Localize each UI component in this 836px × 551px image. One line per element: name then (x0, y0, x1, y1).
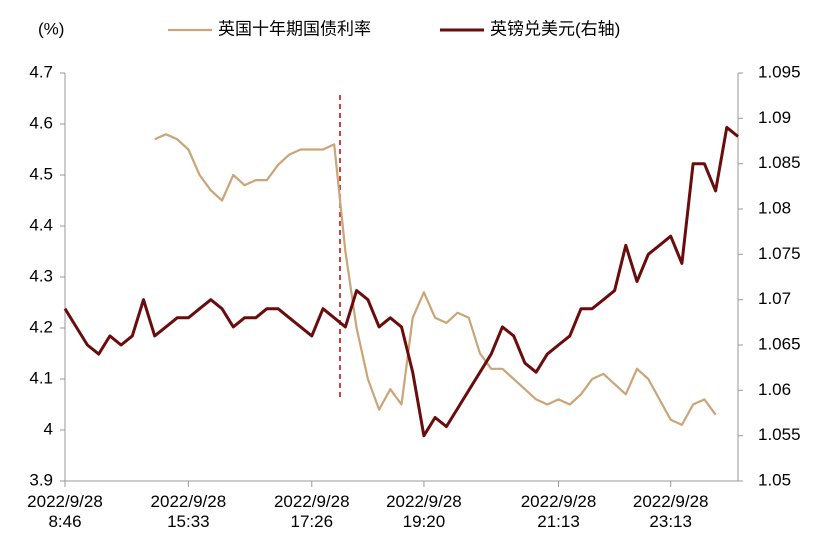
y2-tick-label: 1.06 (758, 380, 791, 399)
x-tick-label: 2022/9/28 8:46 (27, 492, 103, 531)
y2-tick-label: 1.095 (758, 62, 801, 81)
y-axis-label: (%) (38, 19, 64, 38)
x-tick-label: 2022/9/28 19:20 (386, 492, 462, 531)
x-tick-label: 2022/9/28 21:13 (520, 492, 597, 531)
y2-tick-label: 1.09 (758, 108, 791, 127)
legend-label: 英镑兑美元(右轴) (490, 19, 620, 38)
legend-label: 英国十年期国债利率 (218, 19, 371, 38)
y2-tick-label: 1.085 (758, 153, 801, 172)
y-tick-label: 3.9 (29, 470, 53, 489)
y-tick-label: 4.3 (29, 266, 53, 285)
y-tick-label: 4 (44, 419, 53, 438)
series-line (63, 125, 739, 438)
y2-tick-label: 1.07 (758, 289, 791, 308)
y-tick-label: 4.5 (29, 164, 53, 183)
x-tick-label: 2022/9/28 23:13 (632, 492, 709, 531)
series-line (154, 133, 717, 426)
y-tick-label: 4.4 (29, 215, 53, 234)
y-tick-label: 4.7 (29, 62, 53, 81)
y2-tick-label: 1.065 (758, 334, 801, 353)
y2-tick-label: 1.055 (758, 425, 801, 444)
x-tick-label: 2022/9/28 15:33 (150, 492, 227, 531)
x-tick-label: 2022/9/28 17:26 (273, 492, 350, 531)
y-tick-label: 4.6 (29, 113, 53, 132)
y2-tick-label: 1.08 (758, 198, 791, 217)
y-tick-label: 4.2 (29, 317, 53, 336)
y2-tick-label: 1.075 (758, 244, 801, 263)
y-tick-label: 4.1 (29, 368, 53, 387)
y2-tick-label: 1.05 (758, 470, 791, 489)
